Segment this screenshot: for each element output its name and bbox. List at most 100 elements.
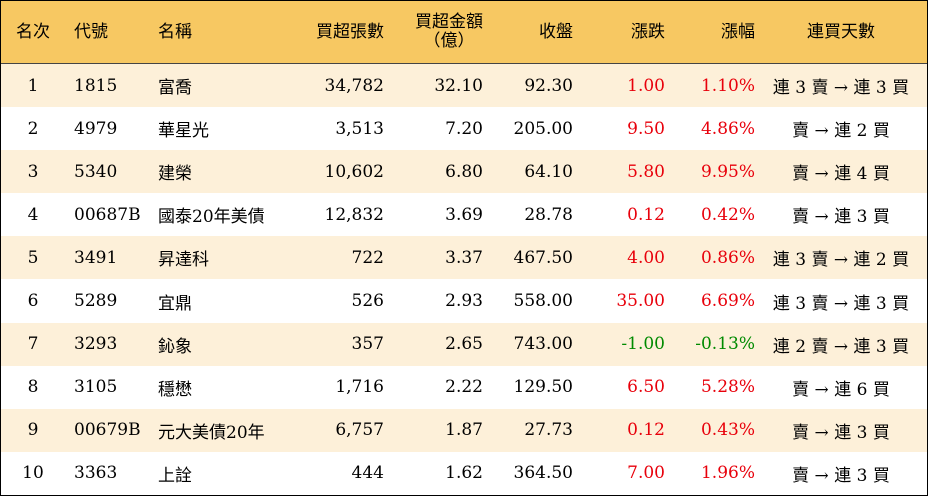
name-cell: 上詮 xyxy=(158,451,288,495)
rank-cell: 8 xyxy=(1,365,65,409)
net-buy-lots-cell: 1,716 xyxy=(288,365,384,409)
close-price-cell: 467.50 xyxy=(483,236,573,280)
table-row[interactable]: 8 3105 穩懋 1,716 2.22 129.50 6.50 5.28% 賣 → 連 6 買 xyxy=(1,365,927,409)
streak-cell: 賣 → 連 3 買 xyxy=(755,193,927,237)
rank-cell: 5 xyxy=(1,236,65,280)
rank-cell: 2 xyxy=(1,107,65,151)
change-pct-cell: 1.96% xyxy=(665,451,755,495)
code-cell: 3105 xyxy=(65,365,158,409)
change-cell: 35.00 xyxy=(573,279,665,323)
close-price-cell: 92.30 xyxy=(483,63,573,108)
streak-cell: 連 3 賣 → 連 3 買 xyxy=(755,63,927,108)
table-row[interactable]: 7 3293 鈊象 357 2.65 743.00 -1.00 -0.13% 連 2 賣 → 連… xyxy=(1,322,927,366)
name-cell: 華星光 xyxy=(158,107,288,151)
change-cell: 6.50 xyxy=(573,365,665,409)
change-pct-cell: 6.69% xyxy=(665,279,755,323)
rank-cell: 6 xyxy=(1,279,65,323)
header-name: 名稱 xyxy=(158,1,288,64)
change-pct-cell: 9.95% xyxy=(665,150,755,194)
change-cell: 0.12 xyxy=(573,408,665,452)
code-cell: 00687B xyxy=(65,193,158,237)
net-buy-amount-cell: 7.20 xyxy=(384,107,483,151)
table-row[interactable]: 3 5340 建榮 10,602 6.80 64.10 5.80 9.95% 賣 → 連 4 買 xyxy=(1,150,927,194)
net-buy-lots-cell: 12,832 xyxy=(288,193,384,237)
rank-cell: 7 xyxy=(1,322,65,366)
name-cell: 國泰20年美債 xyxy=(158,193,288,237)
code-cell: 5289 xyxy=(65,279,158,323)
name-cell: 鈊象 xyxy=(158,322,288,366)
name-cell: 元大美債20年 xyxy=(158,408,288,452)
streak-cell: 連 3 賣 → 連 3 買 xyxy=(755,279,927,323)
name-cell: 富喬 xyxy=(158,63,288,108)
net-buy-amount-cell: 2.22 xyxy=(384,365,483,409)
header-close: 收盤 xyxy=(483,1,573,64)
net-buy-amount-cell: 3.37 xyxy=(384,236,483,280)
change-pct-cell: 1.10% xyxy=(665,63,755,108)
net-buy-lots-cell: 357 xyxy=(288,322,384,366)
table-row[interactable]: 9 00679B 元大美債20年 6,757 1.87 27.73 0.12 0.43% 賣 →… xyxy=(1,408,927,452)
streak-cell: 賣 → 連 3 買 xyxy=(755,451,927,495)
net-buy-amount-cell: 2.93 xyxy=(384,279,483,323)
change-cell: 4.00 xyxy=(573,236,665,280)
rank-cell: 9 xyxy=(1,408,65,452)
close-price-cell: 129.50 xyxy=(483,365,573,409)
close-price-cell: 64.10 xyxy=(483,150,573,194)
table-row[interactable]: 4 00687B 國泰20年美債 12,832 3.69 28.78 0.12 0.42% 賣 … xyxy=(1,193,927,237)
name-cell: 宜鼎 xyxy=(158,279,288,323)
header-rank: 名次 xyxy=(1,1,65,64)
net-buy-amount-cell: 6.80 xyxy=(384,150,483,194)
table-row[interactable]: 6 5289 宜鼎 526 2.93 558.00 35.00 6.69% 連 3 賣 → 連 … xyxy=(1,279,927,323)
net-buy-lots-cell: 444 xyxy=(288,451,384,495)
close-price-cell: 743.00 xyxy=(483,322,573,366)
table-row[interactable]: 2 4979 華星光 3,513 7.20 205.00 9.50 4.86% 賣 → 連 2 … xyxy=(1,107,927,151)
close-price-cell: 28.78 xyxy=(483,193,573,237)
close-price-cell: 364.50 xyxy=(483,451,573,495)
code-cell: 3363 xyxy=(65,451,158,495)
table-row[interactable]: 5 3491 昇達科 722 3.37 467.50 4.00 0.86% 連 3 賣 → 連 … xyxy=(1,236,927,280)
streak-cell: 賣 → 連 3 買 xyxy=(755,408,927,452)
close-price-cell: 27.73 xyxy=(483,408,573,452)
header-net-buy-lots: 買超張數 xyxy=(288,1,384,64)
header-streak: 連買天數 xyxy=(755,1,927,64)
header-code: 代號 xyxy=(65,1,158,64)
header-net-buy-amount-line1: 買超金額 xyxy=(415,12,483,32)
change-cell: 7.00 xyxy=(573,451,665,495)
streak-cell: 賣 → 連 4 買 xyxy=(755,150,927,194)
change-pct-cell: 0.43% xyxy=(665,408,755,452)
code-cell: 5340 xyxy=(65,150,158,194)
streak-cell: 賣 → 連 2 買 xyxy=(755,107,927,151)
streak-cell: 賣 → 連 6 買 xyxy=(755,365,927,409)
table-row[interactable]: 10 3363 上詮 444 1.62 364.50 7.00 1.96% 賣 → 連 3 買 xyxy=(1,451,927,495)
close-price-cell: 558.00 xyxy=(483,279,573,323)
net-buy-lots-cell: 6,757 xyxy=(288,408,384,452)
code-cell: 1815 xyxy=(65,63,158,108)
streak-cell: 連 2 賣 → 連 3 買 xyxy=(755,322,927,366)
rank-cell: 3 xyxy=(1,150,65,194)
net-buy-amount-cell: 2.65 xyxy=(384,322,483,366)
change-pct-cell: 0.86% xyxy=(665,236,755,280)
change-pct-cell: 4.86% xyxy=(665,107,755,151)
rank-cell: 4 xyxy=(1,193,65,237)
name-cell: 昇達科 xyxy=(158,236,288,280)
header-row: 名次 代號 名稱 買超張數 買超金額 （億） 收盤 漲跌 漲幅 連買天數 xyxy=(1,1,927,64)
net-buy-amount-cell: 1.87 xyxy=(384,408,483,452)
net-buy-lots-cell: 526 xyxy=(288,279,384,323)
rank-cell: 1 xyxy=(1,63,65,108)
net-buy-lots-cell: 722 xyxy=(288,236,384,280)
net-buy-amount-cell: 3.69 xyxy=(384,193,483,237)
code-cell: 3293 xyxy=(65,322,158,366)
net-buy-amount-cell: 1.62 xyxy=(384,451,483,495)
net-buy-amount-cell: 32.10 xyxy=(384,63,483,108)
change-cell: 9.50 xyxy=(573,107,665,151)
code-cell: 3491 xyxy=(65,236,158,280)
name-cell: 穩懋 xyxy=(158,365,288,409)
change-cell: 5.80 xyxy=(573,150,665,194)
net-buy-lots-cell: 34,782 xyxy=(288,63,384,108)
change-pct-cell: 5.28% xyxy=(665,365,755,409)
change-pct-cell: -0.13% xyxy=(665,322,755,366)
change-cell: 0.12 xyxy=(573,193,665,237)
change-cell: -1.00 xyxy=(573,322,665,366)
table-row[interactable]: 1 1815 富喬 34,782 32.10 92.30 1.00 1.10% 連 3 賣 → … xyxy=(1,63,927,108)
